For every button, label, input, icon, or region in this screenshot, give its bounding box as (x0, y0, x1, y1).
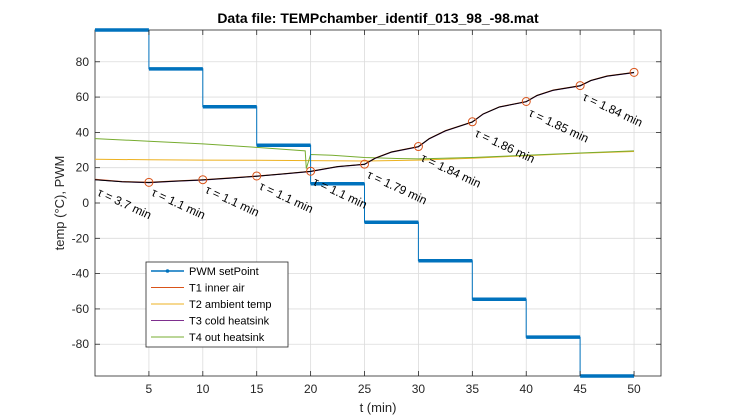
y-tick-label: -40 (72, 267, 90, 281)
legend-swatch-dot (165, 269, 170, 273)
marker-layer (144, 67, 639, 187)
x-tick-label: 30 (412, 382, 426, 396)
tau-marker (629, 67, 639, 77)
tau-marker (521, 96, 531, 106)
y-tick-label: -80 (72, 337, 90, 351)
x-axis-ticks: 5 10 15 20 25 30 35 40 45 50 (146, 30, 641, 396)
legend-label: T4 out heatsink (189, 332, 265, 344)
legend-label: T1 inner air (189, 283, 245, 295)
legend-label: T3 cold heatsink (189, 316, 270, 328)
tau-marker (198, 175, 208, 185)
tau-marker (306, 166, 316, 176)
series-line-t4-out-heatsink (94, 138, 635, 169)
y-tick-label: 60 (76, 90, 90, 104)
legend-label: T2 ambient temp (189, 299, 272, 311)
x-tick-label: 45 (573, 382, 587, 396)
y-axis-label: temp (°C), PWM (52, 156, 67, 251)
y-tick-label: 40 (76, 125, 90, 139)
tau-marker (144, 177, 154, 187)
tau-marker (467, 117, 477, 127)
y-tick-label: -60 (72, 302, 90, 316)
tau-marker (360, 159, 370, 169)
y-axis-ticks: -80 -60 -40 -20 0 20 40 60 80 (72, 55, 661, 351)
tau-marker (413, 142, 423, 152)
x-tick-label: 5 (146, 382, 153, 396)
series-line-pwm-setpoint (95, 29, 634, 377)
y-tick-label: -20 (72, 231, 90, 245)
x-tick-label: 40 (520, 382, 534, 396)
x-tick-label: 15 (250, 382, 264, 396)
chart-title: Data file: TEMPchamber_identif_013_98_-9… (217, 10, 539, 26)
x-axis-label: t (min) (360, 400, 397, 415)
tau-marker (252, 171, 262, 181)
legend: PWM setPoint T1 inner air T2 ambient temp T… (145, 261, 289, 348)
tau-marker (575, 81, 585, 91)
x-tick-label: 50 (627, 382, 641, 396)
y-tick-label: 80 (76, 55, 90, 69)
y-tick-label: 0 (82, 196, 89, 210)
legend-label: PWM setPoint (189, 266, 259, 278)
x-tick-label: 25 (358, 382, 372, 396)
y-tick-label: 20 (76, 161, 90, 175)
x-tick-label: 35 (466, 382, 480, 396)
x-tick-label: 10 (196, 382, 210, 396)
x-tick-label: 20 (304, 382, 318, 396)
